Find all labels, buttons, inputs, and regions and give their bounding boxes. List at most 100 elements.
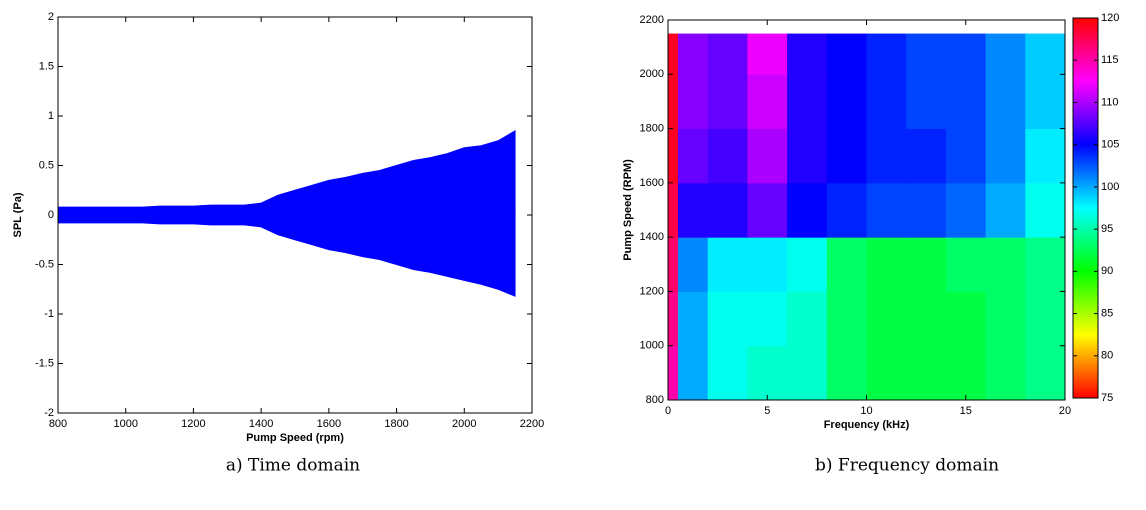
signal-envelope (57, 214, 516, 297)
heat-cell (906, 237, 947, 292)
x-tick-label: 1800 (384, 418, 408, 430)
x-tick-label: 5 (764, 405, 770, 417)
heat-cell (985, 345, 1026, 401)
heat-cell (707, 74, 748, 130)
heat-cell (747, 291, 788, 347)
colorbar-tick-label: 90 (1101, 265, 1113, 277)
heat-cell (787, 128, 828, 184)
y-tick-label: 1 (48, 110, 54, 122)
heat-cell (668, 74, 679, 130)
heat-cell (747, 345, 788, 401)
heat-cell (985, 182, 1026, 238)
axes-box (667, 19, 1066, 401)
heat-cell (1025, 237, 1066, 292)
heat-cell (747, 74, 788, 130)
x-axis-label: Frequency (kHz) (824, 419, 910, 431)
x-tick-label: 1400 (249, 418, 273, 430)
y-tick-label: -1.5 (35, 357, 54, 369)
y-tick-label: 1400 (640, 231, 664, 243)
heat-cell (906, 33, 947, 75)
colorbar-tick-label: 115 (1101, 54, 1119, 66)
y-tick-label: 2200 (640, 14, 664, 26)
heat-cell (1025, 345, 1066, 401)
heat-cell (787, 182, 828, 238)
heat-cell (985, 74, 1026, 130)
heat-cell (826, 237, 867, 292)
heat-cell (707, 182, 748, 238)
heat-cell (677, 33, 709, 75)
signal-envelope (57, 129, 516, 216)
heat-cell (866, 291, 907, 347)
y-tick-label: -0.5 (35, 258, 54, 270)
x-tick-label: 0 (665, 405, 671, 417)
heat-cell (906, 345, 947, 401)
heat-cell (866, 345, 907, 401)
colorbar (1072, 17, 1099, 399)
heat-cell (747, 128, 788, 184)
heat-cell (1025, 74, 1066, 130)
heat-cell (747, 182, 788, 238)
heat-cell (826, 291, 867, 347)
x-tick-label: 1600 (317, 418, 341, 430)
heat-cell (945, 182, 987, 238)
x-tick-label: 20 (1059, 405, 1071, 417)
heat-cell (707, 128, 748, 184)
heat-cell (677, 345, 709, 401)
heat-cell (945, 291, 987, 347)
colorbar-tick-label: 110 (1101, 96, 1119, 108)
heat-cell (707, 33, 748, 75)
y-axis-label: Pump Speed (RPM) (622, 159, 634, 261)
heat-cell (906, 182, 947, 238)
heat-cell (707, 291, 748, 347)
heat-cell (677, 74, 709, 130)
heat-cell (668, 33, 679, 75)
heat-cell (668, 182, 679, 238)
heat-cell (1025, 291, 1066, 347)
x-axis-label: Pump Speed (rpm) (246, 432, 344, 444)
caption: a) Time domain (226, 456, 360, 476)
y-tick-label: 1800 (640, 122, 664, 134)
heat-cell (747, 33, 788, 75)
colorbar-tick-label: 100 (1101, 181, 1119, 193)
heat-cell (787, 74, 828, 130)
y-tick-label: 1200 (640, 285, 664, 297)
heat-cell (677, 182, 709, 238)
heat-cell (1025, 33, 1066, 75)
x-tick-label: 1000 (113, 418, 137, 430)
heat-cell (1025, 128, 1066, 184)
y-axis-label: SPL (Pa) (12, 192, 24, 237)
y-tick-label: 1600 (640, 177, 664, 189)
heat-cell (985, 128, 1026, 184)
axes-box (57, 16, 533, 414)
heat-cell (945, 74, 987, 130)
heat-cell (945, 33, 987, 75)
y-tick-label: 800 (646, 394, 664, 406)
heat-cell (866, 74, 907, 130)
y-tick-label: 0.5 (39, 159, 54, 171)
heat-cell (787, 291, 828, 347)
y-tick-label: 2000 (640, 68, 664, 80)
heat-cell (985, 33, 1026, 75)
heat-cell (677, 128, 709, 184)
heat-cell (906, 291, 947, 347)
caption: b) Frequency domain (815, 456, 999, 476)
heat-cell (866, 182, 907, 238)
colorbar-tick-label: 75 (1101, 392, 1113, 404)
heat-cell (906, 128, 947, 184)
heat-cell (747, 237, 788, 292)
x-tick-label: 10 (860, 405, 872, 417)
x-tick-label: 15 (960, 405, 972, 417)
heat-cell (985, 237, 1026, 292)
x-tick-label: 800 (49, 418, 67, 430)
y-tick-label: -2 (44, 407, 54, 419)
heat-cell (906, 74, 947, 130)
heat-cell (985, 291, 1026, 347)
y-tick-label: 0 (48, 209, 54, 221)
heat-cell (945, 345, 987, 401)
heat-cell (707, 345, 748, 401)
heat-cell (826, 345, 867, 401)
heat-cell (677, 291, 709, 347)
heat-cell (866, 128, 907, 184)
colorbar-tick-label: 80 (1101, 350, 1113, 362)
